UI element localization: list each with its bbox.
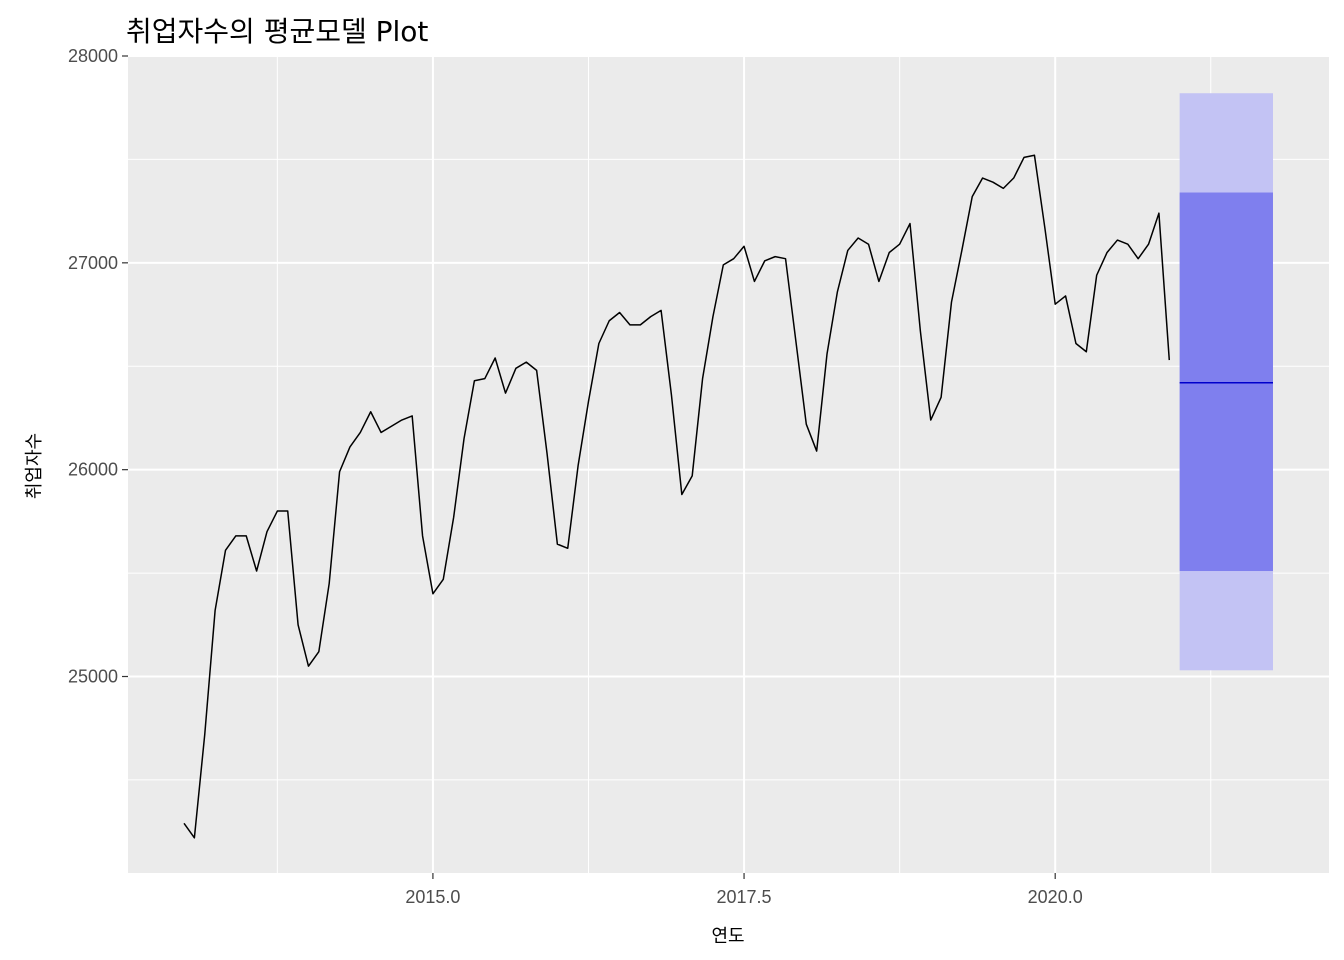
x-tick-label: 2020.0 [1028,887,1083,907]
major-gridlines [128,55,1329,873]
plot-panel [128,56,1329,873]
y-tick-label: 26000 [68,460,118,480]
y-tick-label: 28000 [68,46,118,66]
y-tick-label: 25000 [68,667,118,687]
x-axis-ticks: 2015.0 2017.5 2020.0 [405,873,1083,907]
x-tick-label: 2015.0 [405,887,460,907]
x-axis-title: 연도 [711,926,744,947]
forecast-interval-80 [1179,192,1273,572]
y-axis-title: 취업자수 [24,433,45,499]
forecast-band [1179,93,1273,671]
chart-title: 취업자수의 평균모델 Plot [126,15,428,48]
series-lines [183,154,1171,839]
x-tick-label: 2017.5 [717,887,772,907]
y-axis-ticks: 25000 26000 27000 28000 [68,46,128,687]
y-tick-label: 27000 [68,253,118,273]
series-line [183,154,1171,839]
